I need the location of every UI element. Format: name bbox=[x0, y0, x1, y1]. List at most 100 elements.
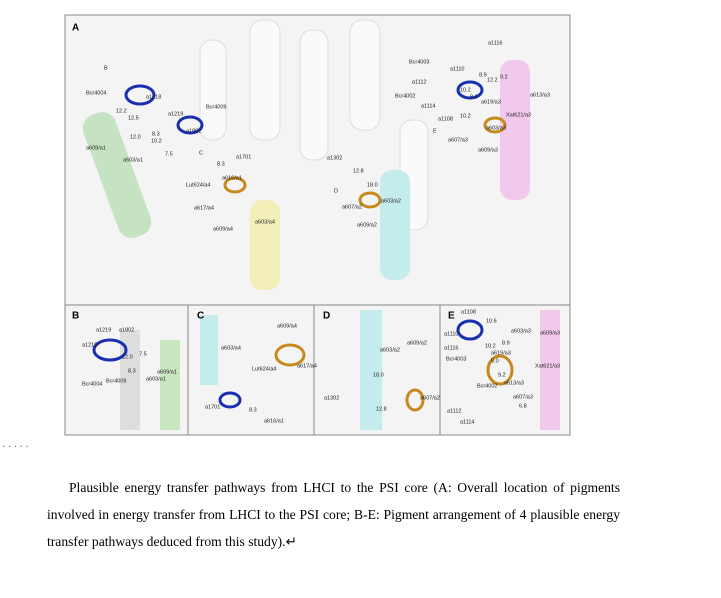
pigment-label: a603/a1 bbox=[146, 376, 166, 382]
pigment-label: a1108 bbox=[438, 116, 453, 122]
pigment-label: a609/a4 bbox=[213, 226, 233, 232]
pigment-label: Xat621/a3 bbox=[506, 112, 531, 118]
pigment-label: a609/a2 bbox=[407, 340, 427, 346]
pigment-label: a1219 bbox=[96, 327, 111, 333]
pigment-label: 7.5 bbox=[165, 151, 173, 157]
pigment-label: a603/a3 bbox=[486, 125, 506, 131]
pigment-label: a607/a3 bbox=[448, 137, 468, 143]
pigment-label: a603/a1 bbox=[123, 157, 143, 163]
panel-label: D bbox=[323, 311, 330, 322]
pigment-label: 8.3 bbox=[152, 131, 160, 137]
pigment-label: a1110 bbox=[444, 331, 458, 337]
pigment-label: 9.2 bbox=[500, 74, 508, 80]
pigment-label: a609/a1 bbox=[157, 369, 177, 375]
pigment-label: a1218 bbox=[146, 94, 161, 100]
pigment-label: 8.0 bbox=[491, 358, 499, 364]
pigment-label: a613/a3 bbox=[504, 380, 524, 386]
pigment-label: E bbox=[433, 128, 437, 134]
pigment-label: 8.9 bbox=[479, 72, 487, 78]
panel-label: E bbox=[448, 311, 455, 322]
pigment-label: 10.2 bbox=[460, 87, 471, 93]
pigment-label: a609/a4 bbox=[277, 323, 297, 329]
pigment-label: 7.5 bbox=[139, 351, 147, 357]
pigment-label: 8.3 bbox=[217, 161, 225, 167]
pigment-label: a1112 bbox=[412, 79, 426, 85]
pigment-label: Bcr4004 bbox=[82, 381, 103, 387]
pigment-label: 12.0 bbox=[130, 134, 141, 140]
pigment-label: 12.5 bbox=[128, 115, 139, 121]
pigment-label: a1802 bbox=[119, 327, 134, 333]
pigment-label: a607/a2 bbox=[342, 204, 362, 210]
pigment-label: 12.0 bbox=[122, 354, 133, 360]
pigment-label: a609/a1 bbox=[86, 145, 106, 151]
pigment-label: a603/a4 bbox=[221, 345, 241, 351]
pigment-label: 9.2 bbox=[498, 372, 506, 378]
pigment-label: 12.2 bbox=[487, 77, 498, 83]
pigment-label: 10.2 bbox=[460, 113, 471, 119]
pigment-label: 12.8 bbox=[376, 406, 387, 412]
figure-caption: Plausible energy transfer pathways from … bbox=[47, 480, 620, 549]
pigment-label: Bcr4003 bbox=[409, 59, 430, 65]
pigment-label: a609/a3 bbox=[478, 147, 498, 153]
pigment-label: a1116 bbox=[444, 345, 458, 351]
pigment-label: a603/a2 bbox=[380, 347, 400, 353]
pigment-label: a603/a3 bbox=[511, 328, 531, 334]
pigment-label: Bcr4002 bbox=[395, 93, 416, 99]
pigment-label: a1116 bbox=[488, 40, 502, 46]
pigment-label: a1114 bbox=[460, 419, 474, 425]
pigment-label: a617/a4 bbox=[297, 363, 317, 369]
pigment-label: a619/a3 bbox=[491, 350, 511, 356]
pigment-label: a616/a1 bbox=[264, 418, 284, 424]
pigment-label: a1302 bbox=[327, 155, 342, 161]
pigment-label: a609/a2 bbox=[357, 222, 377, 228]
pigment-label: 8.9 bbox=[502, 340, 510, 346]
pigment-label: a1218 bbox=[82, 342, 97, 348]
pigment-label: a1802 bbox=[186, 128, 201, 134]
pigment-label: Bcr4002 bbox=[477, 383, 498, 389]
pigment-label: Lut624/a4 bbox=[252, 366, 276, 372]
pigment-label: Bcr4004 bbox=[86, 90, 107, 96]
pigment-label: a1701 bbox=[236, 154, 251, 160]
pigment-label: a1701 bbox=[205, 404, 220, 410]
panel-label: A bbox=[72, 23, 79, 34]
pigment-label: D bbox=[334, 188, 338, 194]
pigment-label: Xat621/a3 bbox=[535, 363, 560, 369]
pigment-label: B bbox=[104, 65, 108, 71]
pigment-label: a1219 bbox=[168, 111, 183, 117]
pigment-label: C bbox=[199, 150, 203, 156]
pigment-label: a1114 bbox=[421, 103, 435, 109]
pigment-label: Bcr4009 bbox=[106, 378, 127, 384]
pigment-label: 18.0 bbox=[367, 182, 378, 188]
pigment-label: a607/a3 bbox=[513, 394, 533, 400]
pigment-label: a1110 bbox=[450, 66, 464, 72]
pigment-label: a1302 bbox=[324, 395, 339, 401]
pigment-label: a1112 bbox=[447, 408, 461, 414]
figure: ABBcr4004a121812.212.5Bcr4009a1219a18021… bbox=[64, 14, 571, 436]
pigment-label: a603/a2 bbox=[381, 198, 401, 204]
pigments bbox=[92, 80, 514, 412]
pigment-label: a1108 bbox=[461, 309, 476, 315]
pigment-label: a619/a3 bbox=[481, 99, 501, 105]
panel-label: B bbox=[72, 311, 79, 322]
pigment-label: Bcr4003 bbox=[446, 356, 467, 362]
pigment-label: 10.2 bbox=[151, 138, 162, 144]
pigment-label: 6.8 bbox=[519, 403, 527, 409]
pigment-label: a616/a1 bbox=[222, 175, 242, 181]
panel-label: C bbox=[197, 311, 204, 322]
pigment-label: 8.0 bbox=[470, 94, 478, 100]
pigment-label: a607/a2 bbox=[420, 395, 440, 401]
pigment-label: a603/a4 bbox=[255, 219, 275, 225]
pigment-label: 8.3 bbox=[128, 368, 136, 374]
pigment-label: 10.2 bbox=[485, 343, 496, 349]
pigment-label: Lut624/a4 bbox=[186, 182, 210, 188]
pigment-label: 12.8 bbox=[353, 168, 364, 174]
pigment-label: a617/a4 bbox=[194, 205, 214, 211]
pigment-label: Bcr4009 bbox=[206, 104, 227, 110]
pigment-label: 10.6 bbox=[486, 318, 497, 324]
pigment-label: 8.3 bbox=[249, 407, 257, 413]
list-marker: · · · · · bbox=[2, 442, 29, 453]
pigment-label: a613/a3 bbox=[530, 92, 550, 98]
pigment-label: 12.2 bbox=[116, 108, 127, 114]
background-structure bbox=[82, 19, 560, 430]
